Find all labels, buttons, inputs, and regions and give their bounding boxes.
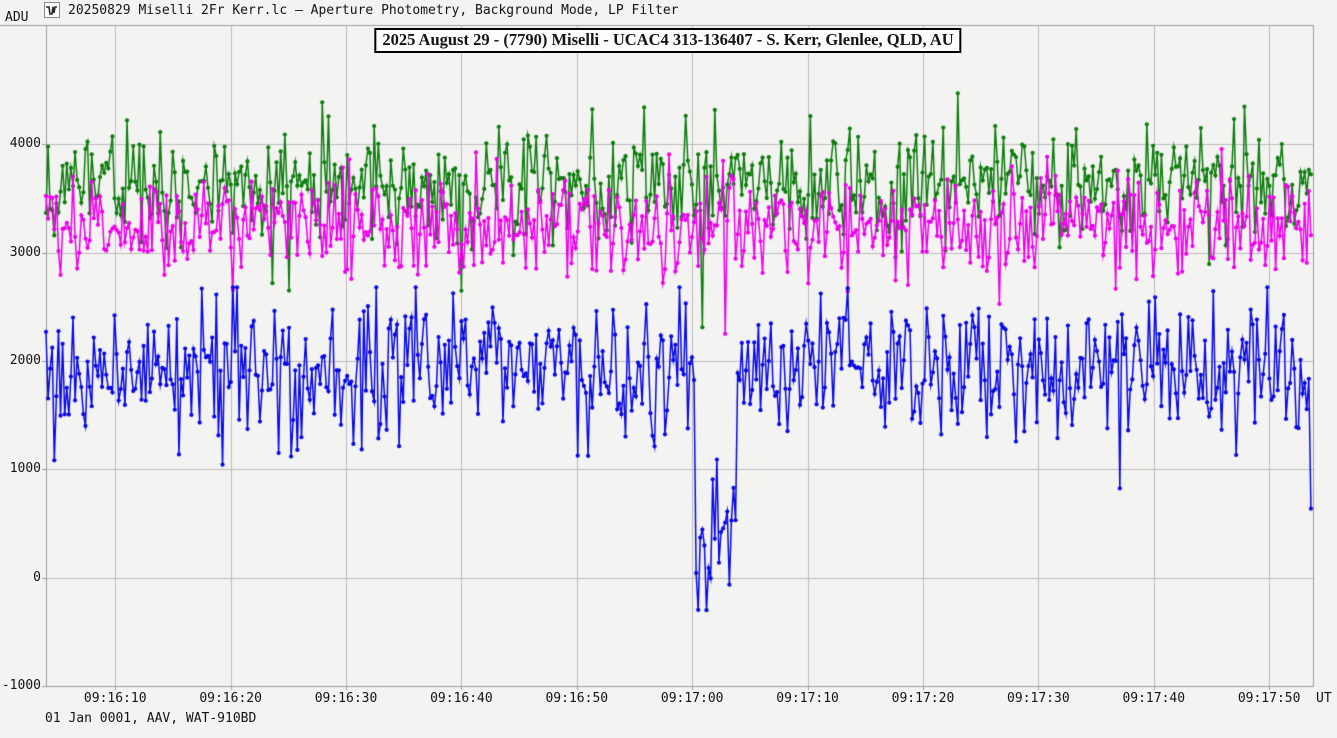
x-tick-label: 09:16:10 [83,691,147,706]
x-tick-label: 09:17:30 [1007,691,1070,706]
x-tick-label: 09:17:50 [1237,691,1301,706]
y-axis-unit-label: ADU [5,10,29,25]
y-tick-label: 4000 [9,136,41,152]
x-tick-label: 09:16:30 [314,691,378,706]
y-tick-label: 0 [33,569,41,585]
lightcurve-icon [44,2,60,18]
x-tick-label: 09:16:20 [199,691,262,706]
y-tick-label: 3000 [9,244,41,260]
y-tick-label: -1000 [1,678,41,693]
x-tick-label: 09:16:40 [430,691,493,706]
x-tick-label: 09:17:40 [1122,691,1186,706]
y-tick-label: 1000 [9,461,41,477]
chart-title: 2025 August 29 - (7790) Miselli - UCAC4 … [374,28,962,53]
x-axis-unit-label: UT [1316,691,1332,706]
footer-caption: 01 Jan 0001, AAV, WAT-910BD [45,711,257,726]
x-tick-label: 09:17:20 [891,691,955,706]
x-tick-label: 09:17:00 [660,691,724,706]
y-tick-label: 2000 [9,352,41,368]
x-tick-label: 09:17:10 [776,691,839,706]
window-title-text: 20250829 Miselli 2Fr Kerr.lc – Aperture … [68,3,679,18]
x-tick-label: 09:16:50 [545,691,609,706]
